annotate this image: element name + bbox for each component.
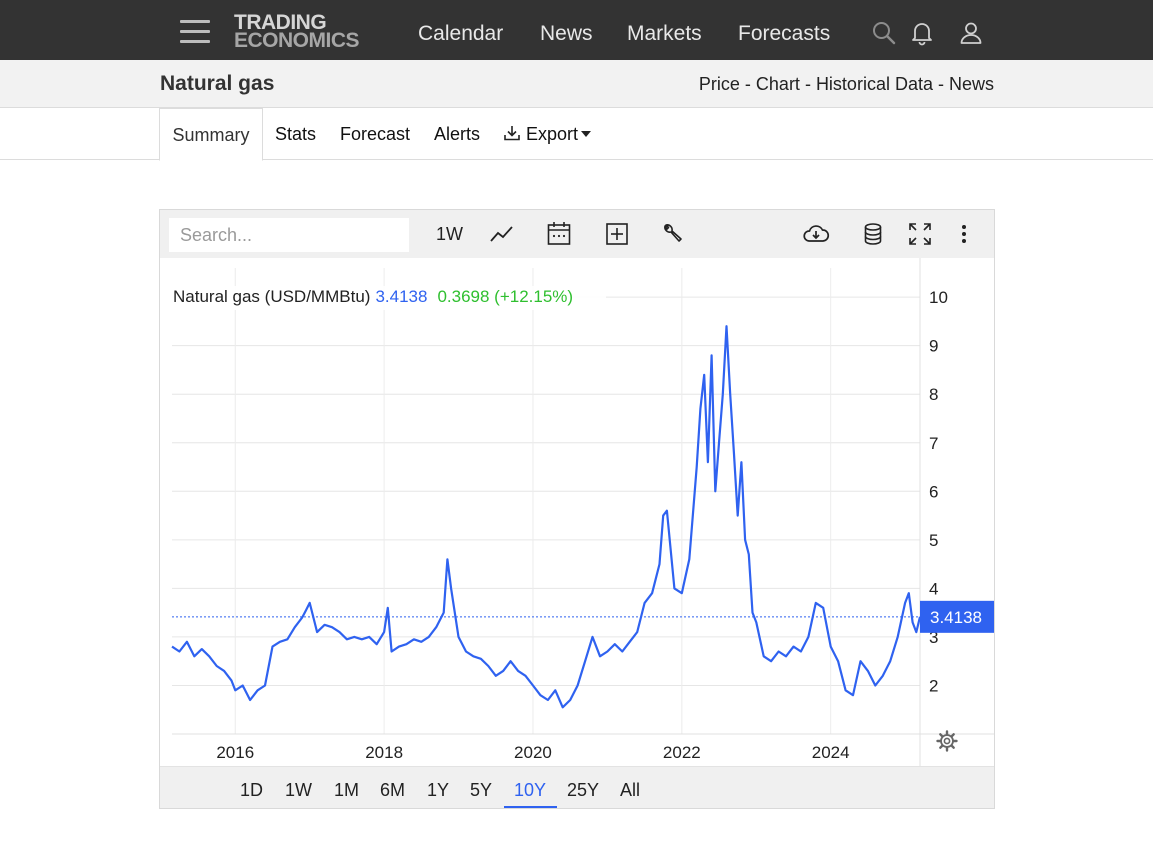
nav-markets[interactable]: Markets (627, 22, 702, 45)
add-box-icon[interactable] (603, 220, 631, 248)
y-tick-label: 6 (929, 482, 938, 501)
nav-forecasts[interactable]: Forecasts (738, 22, 831, 45)
x-tick-label: 2022 (663, 743, 701, 762)
bell-icon[interactable] (909, 20, 935, 46)
range-all[interactable]: All (620, 780, 641, 800)
logo[interactable]: TRADING ECONOMICS (234, 11, 379, 54)
download-icon (504, 126, 520, 141)
interval-selector[interactable]: 1W (436, 224, 463, 244)
last-price-tag-bg (920, 600, 994, 633)
range-6m[interactable]: 6M (380, 780, 406, 800)
line-chart-icon[interactable] (488, 220, 516, 248)
x-tick-label: 2018 (365, 743, 403, 762)
search-icon[interactable] (871, 20, 897, 46)
chart-grid (172, 258, 994, 766)
breadcrumb-bar: Natural gas Price - Chart - Historical D… (0, 60, 1153, 108)
tab-summary[interactable]: Summary (159, 108, 263, 161)
range-selector: 1D 1W 1M 6M 1Y 5Y 10Y 25Y All (160, 766, 994, 808)
database-icon[interactable] (859, 220, 887, 248)
wrench-icon[interactable] (659, 220, 687, 248)
cloud-download-icon[interactable] (802, 220, 830, 248)
y-axis: 2 3 4 5 6 7 8 9 10 (929, 288, 948, 695)
range-1d[interactable]: 1D (240, 780, 264, 800)
y-tick-label: 2 (929, 676, 938, 695)
link-price[interactable]: Price (698, 74, 740, 94)
x-tick-label: 2020 (514, 743, 552, 762)
tab-export[interactable]: Export (503, 108, 592, 160)
y-tick-label: 7 (929, 434, 938, 453)
range-10y[interactable]: 10Y (514, 780, 547, 800)
more-vert-icon[interactable] (950, 220, 978, 248)
y-tick-label: 9 (929, 337, 938, 356)
search-input[interactable] (169, 218, 409, 252)
fullscreen-icon[interactable] (906, 220, 934, 248)
price-chart[interactable]: Natural gas (USD/MMBtu) 3.4138 0.3698 (+12… (160, 258, 994, 766)
tab-stats[interactable]: Stats (275, 124, 317, 144)
y-tick-label: 10 (929, 288, 948, 307)
nav-news[interactable]: News (540, 22, 593, 45)
legend-name: Natural gas (USD/MMBtu) 3.4138 0.3698 (+12… (173, 287, 573, 306)
separator: - (799, 74, 816, 94)
link-chart[interactable]: Chart (755, 74, 800, 94)
legend-price: 3.4138 (375, 287, 427, 306)
range-1y[interactable]: 1Y (427, 780, 450, 800)
x-axis: 2016 2018 2020 2022 2024 (216, 743, 849, 762)
series-line-natural-gas (171, 325, 922, 709)
section-links: Price - Chart - Historical Data - News (699, 74, 994, 95)
y-tick-label: 8 (929, 385, 938, 404)
active-range-underline (504, 806, 557, 808)
separator: - (739, 74, 756, 94)
page-title: Natural gas (160, 72, 275, 95)
tab-bar: Summary Stats Forecast Alerts Export (0, 108, 1153, 161)
y-tick-label: 5 (929, 531, 938, 550)
user-icon[interactable] (958, 20, 984, 46)
range-1m[interactable]: 1M (334, 780, 360, 800)
top-nav: TRADING ECONOMICS Calendar News Markets … (0, 0, 1153, 60)
settings-gear-icon[interactable] (936, 730, 958, 752)
calendar-icon[interactable] (545, 220, 573, 248)
chart-toolbar: 1W (160, 210, 994, 258)
last-price-tag: 3.4138 (920, 600, 994, 633)
legend-bg (170, 286, 606, 310)
range-5y[interactable]: 5Y (470, 780, 493, 800)
legend-change: 0.3698 (+12.15%) (437, 287, 573, 306)
logo-line1: TRADING (234, 11, 327, 34)
link-news[interactable]: News (948, 74, 994, 94)
x-tick-label: 2016 (216, 743, 254, 762)
tab-alerts[interactable]: Alerts (434, 124, 481, 144)
link-historical-data[interactable]: Historical Data (815, 74, 933, 94)
logo-line2: ECONOMICS (234, 29, 360, 52)
range-1w[interactable]: 1W (285, 780, 312, 800)
range-25y[interactable]: 25Y (567, 780, 600, 800)
tab-forecast[interactable]: Forecast (340, 124, 411, 144)
nav-calendar[interactable]: Calendar (418, 22, 504, 45)
caret-down-icon (581, 130, 592, 137)
chart-widget: 1W (159, 209, 995, 809)
x-tick-label: 2024 (812, 743, 850, 762)
y-tick-label: 3 (929, 628, 938, 647)
legend-name-text: Natural gas (USD/MMBtu) (173, 287, 370, 306)
separator: - (932, 74, 949, 94)
y-tick-label: 4 (929, 579, 938, 598)
menu-icon[interactable] (180, 20, 210, 43)
last-price-label: 3.4138 (930, 608, 982, 627)
export-label: Export (526, 124, 579, 144)
